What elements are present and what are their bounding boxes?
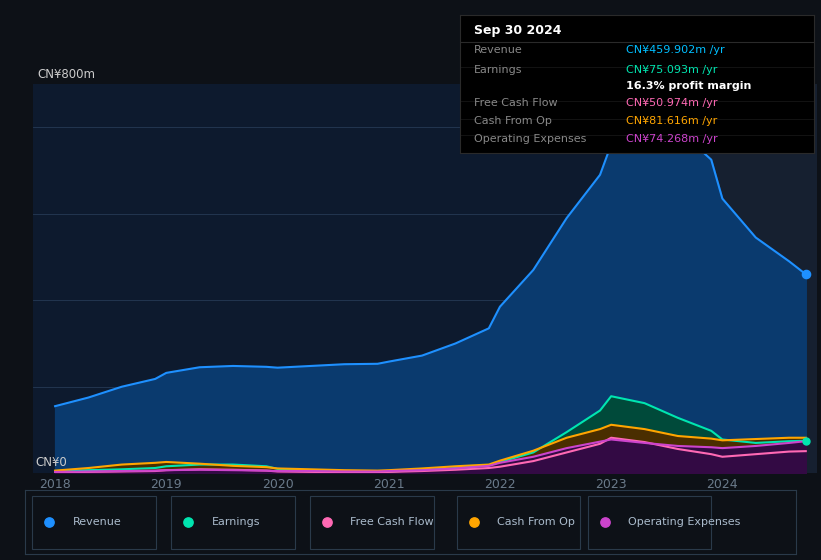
Point (799, 436, 812, 445)
Text: Earnings: Earnings (211, 517, 260, 527)
Text: CN¥0: CN¥0 (35, 456, 67, 469)
Text: CN¥50.974m /yr: CN¥50.974m /yr (626, 98, 718, 108)
Point (43, 517, 56, 526)
Bar (695, 84, 817, 473)
Text: Revenue: Revenue (72, 517, 122, 527)
Text: Revenue: Revenue (474, 45, 523, 55)
Text: Sep 30 2024: Sep 30 2024 (474, 24, 562, 38)
Point (599, 517, 612, 526)
Point (320, 517, 333, 526)
Point (181, 517, 195, 526)
Text: Operating Expenses: Operating Expenses (474, 134, 586, 144)
Point (467, 517, 480, 526)
Text: Operating Expenses: Operating Expenses (628, 517, 741, 527)
Text: 16.3% profit margin: 16.3% profit margin (626, 81, 752, 91)
Text: Earnings: Earnings (474, 64, 522, 74)
Text: CN¥800m: CN¥800m (37, 68, 95, 81)
Text: Free Cash Flow: Free Cash Flow (474, 98, 557, 108)
Text: Cash From Op: Cash From Op (474, 116, 552, 126)
Text: CN¥75.093m /yr: CN¥75.093m /yr (626, 64, 718, 74)
Point (799, 270, 812, 279)
Text: CN¥459.902m /yr: CN¥459.902m /yr (626, 45, 725, 55)
Text: Free Cash Flow: Free Cash Flow (351, 517, 434, 527)
Text: Cash From Op: Cash From Op (497, 517, 575, 527)
Text: CN¥74.268m /yr: CN¥74.268m /yr (626, 134, 718, 144)
Text: CN¥81.616m /yr: CN¥81.616m /yr (626, 116, 718, 126)
